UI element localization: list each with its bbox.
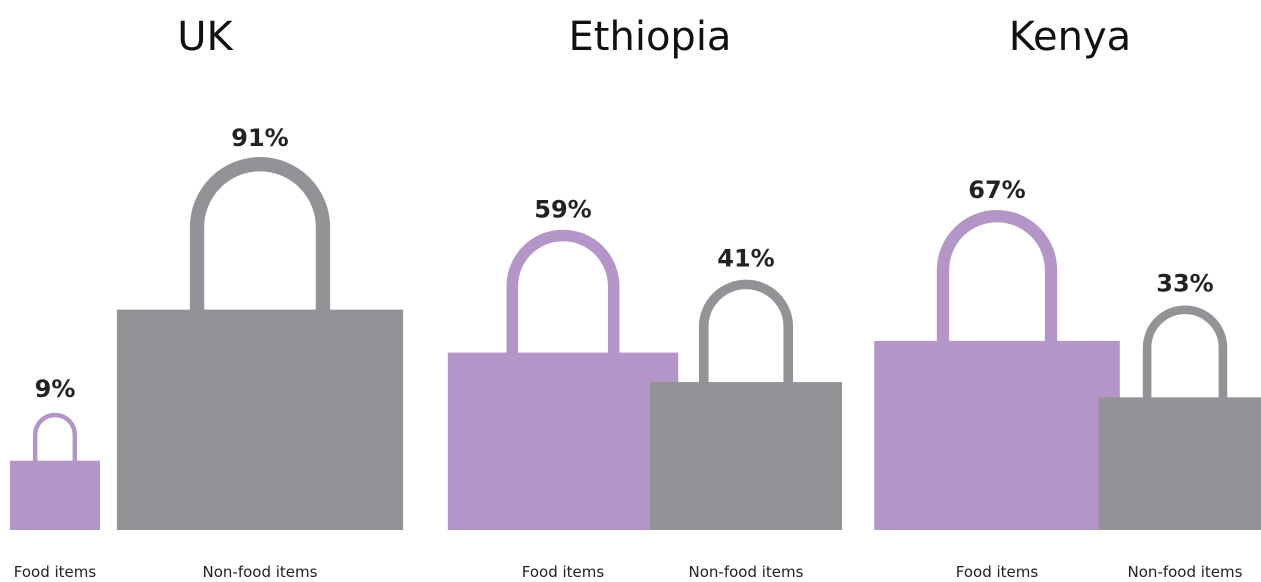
chart-title: UK xyxy=(177,14,234,60)
value-label: 59% xyxy=(534,195,591,223)
bag-handle xyxy=(189,157,331,312)
chart-title: Ethiopia xyxy=(569,14,732,60)
value-label: 67% xyxy=(968,176,1025,204)
bag-handle xyxy=(698,279,794,385)
bag-body xyxy=(447,352,679,530)
bag-body xyxy=(10,460,100,530)
chart-title: Kenya xyxy=(1009,14,1131,60)
category-label: Food items xyxy=(522,563,605,581)
category-label: Food items xyxy=(14,563,97,581)
bag-handle xyxy=(1142,306,1228,400)
bag-handle xyxy=(32,412,78,463)
bag-body xyxy=(874,340,1120,530)
category-label: Non-food items xyxy=(689,563,804,581)
value-label: 33% xyxy=(1156,270,1213,298)
value-label: 91% xyxy=(231,124,288,152)
value-label: 41% xyxy=(717,244,774,272)
bag-body xyxy=(649,382,843,530)
bag-handle xyxy=(936,210,1058,343)
bag xyxy=(10,412,100,530)
bag-handle xyxy=(506,229,620,355)
bag xyxy=(447,229,679,530)
bag xyxy=(649,279,843,530)
category-label: Non-food items xyxy=(1128,563,1243,581)
category-label: Non-food items xyxy=(203,563,318,581)
bag xyxy=(1098,306,1261,530)
bag-body xyxy=(116,309,404,530)
bag xyxy=(874,210,1120,530)
bag xyxy=(116,157,404,530)
category-label: Food items xyxy=(956,563,1039,581)
bag-body xyxy=(1098,397,1261,530)
value-label: 9% xyxy=(35,375,76,403)
